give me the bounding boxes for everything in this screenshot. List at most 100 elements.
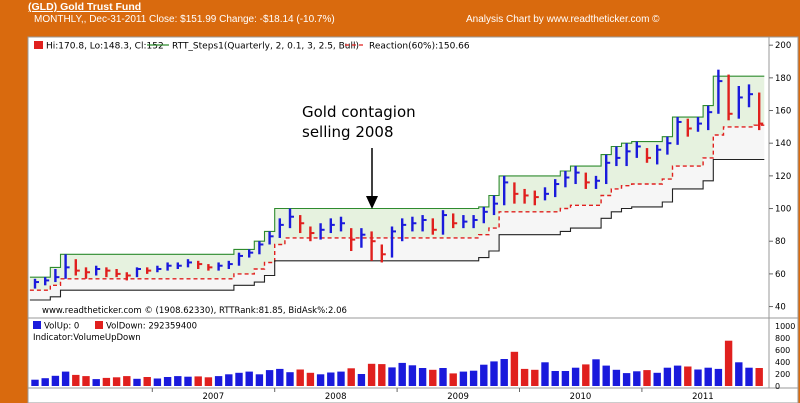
volume-bar [643,370,651,386]
ohlc-bar [278,218,284,238]
reaction-legend-text: Reaction(60%):150.66 [369,42,470,52]
volume-bar [735,362,743,386]
ohlc-bar [166,262,172,271]
volume-bar [694,369,702,386]
volume-bar [337,371,345,386]
volume-bar [592,359,600,386]
ohlc-bar [503,175,509,206]
volume-bar [418,368,427,386]
time-axis-label: 2011 [692,392,714,402]
volume-bar [653,372,661,386]
time-axis-label: 2010 [570,392,592,402]
volup-legend-text: VolUp: 0 [44,322,79,332]
ohlc-bar [339,216,345,232]
ohlc-bar [247,249,254,258]
volume-bar [102,377,111,386]
page-title[interactable]: (GLD) Gold Trust Fund [28,1,142,13]
volume-bar [612,369,621,386]
price-legend: Hi:170.8, Lo:148.3, Cl:152 RTT_Steps1(Qu… [34,41,470,52]
volume-bar [582,364,590,386]
volume-bar [316,374,325,386]
volume-bar [296,369,304,386]
volume-bar [82,376,90,386]
volume-bar [551,371,559,386]
price-axis-label: 200 [775,41,791,51]
ohlc-bar [288,208,294,229]
volume-axis-label: 400 [775,358,790,367]
volume-bar [306,372,315,386]
volume-bar [633,371,641,386]
volume-bar [245,371,253,386]
steps-legend-text: RTT_Steps1(Quarterly, 2, 0.1, 3, 2.5, Bu… [172,42,359,52]
volume-bar [673,365,682,386]
volume-bar [602,365,610,386]
volume-bar [214,376,223,386]
ohlc-bar [584,172,590,189]
time-axis-label: 2008 [325,392,347,402]
ohlc-bar [360,228,366,248]
price-axis-label: 120 [775,172,791,182]
volume-bar [194,376,202,386]
ohlc-bar [421,215,427,232]
ohlc-bar [747,84,753,108]
volume-bar [398,362,406,386]
volume-bar [184,376,192,386]
price-axis-label: 40 [775,303,786,313]
ohlc-bar [156,265,162,273]
lower-band-fill [29,125,765,300]
volume-indicator-label: Indicator:VolumeUpDown [33,333,141,343]
volume-bar [31,379,39,386]
ohlc-bar [299,215,305,234]
time-axis-panel [27,387,799,403]
volume-bar [51,375,60,386]
volume-bar [704,367,712,386]
ohlc-bar [176,262,182,269]
time-axis-label: 2007 [202,392,224,402]
ohlc-bar [94,265,101,276]
volume-bar [480,364,488,386]
ohlc-bar [370,231,376,261]
volume-bar [541,362,549,386]
ohlc-bar [54,268,60,283]
ohlc-bar [196,260,203,269]
ohlc-bar [105,267,111,278]
ohlc-bar [258,241,264,255]
volume-bar [174,376,182,386]
volume-bar [429,369,437,386]
ohlc-bar [227,260,233,269]
volume-bar [510,351,519,386]
volume-axis-label: 600 [775,346,790,355]
volume-bar [490,361,498,386]
ohlc-bar [411,216,417,232]
volume-bar [225,374,233,386]
price-panel-footer: www.readtheticker.com © (1908.62330), RT… [42,306,347,316]
volume-bar [235,372,243,386]
price-axis-label: 160 [775,107,791,117]
ohlc-bar [492,195,498,216]
volume-bar [408,365,417,386]
price-axis-panel [768,36,799,319]
ohlc-bar [625,143,631,167]
volume-bar [112,377,121,386]
ohlc-bar [462,215,468,229]
ohlc-bar [380,244,386,263]
price-legend-swatch [34,41,43,49]
volume-bar [755,368,763,386]
volume-bar [724,340,733,386]
ohlc-bar [686,118,692,137]
ohlc-bar [574,166,580,185]
volume-bar [265,370,274,386]
chart-credit: Analysis Chart by www.readtheticker.com … [466,14,660,25]
ohlc-bar [513,182,519,204]
voldown-legend-text: VolDown: 292359400 [106,322,197,332]
time-axis-label: 2009 [447,392,469,402]
ohlc-bar [390,226,396,258]
price-axis-label: 140 [775,139,791,149]
ohlc-bar [523,188,529,204]
ohlc-bar [84,267,90,279]
annotation-arrow-head [366,196,378,209]
volume-bar [531,369,539,386]
ohlc-bar [319,223,325,240]
volume-bar [571,367,580,386]
volume-bar [500,359,508,386]
